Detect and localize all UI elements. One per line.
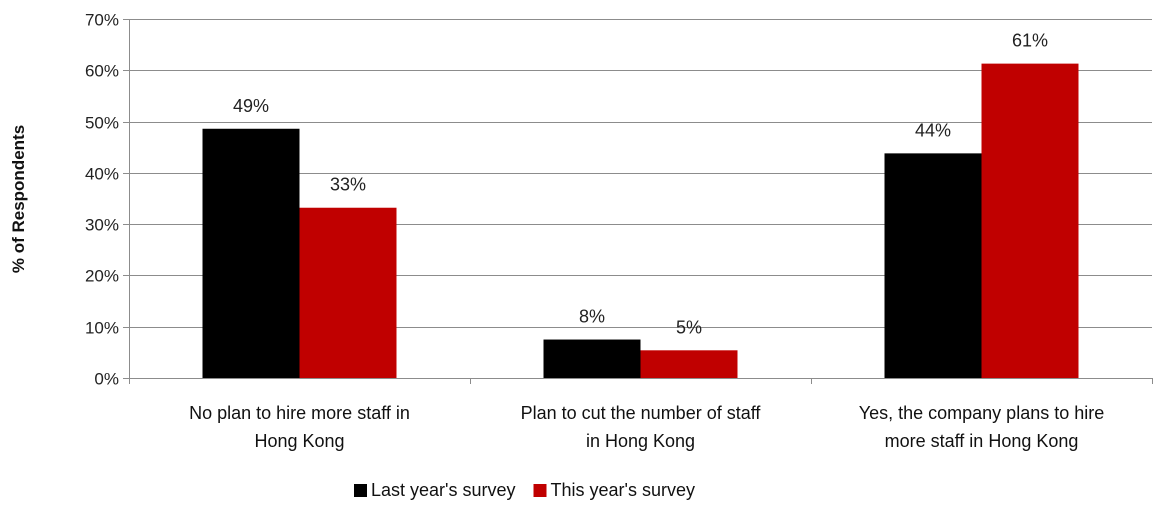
y-tick-label: 30% (85, 216, 119, 235)
data-label: 49% (233, 96, 269, 116)
bar (543, 339, 641, 378)
data-label: 44% (915, 120, 951, 140)
y-tick-label: 10% (85, 319, 119, 338)
axes: 0% 10% 20% 30% 40% 50% 60% 70% No plan to hire m… (85, 11, 1153, 451)
y-axis-title: % of Respondents (9, 125, 28, 273)
y-tick-label: 50% (85, 114, 119, 133)
legend-label: Last year's survey (371, 480, 516, 500)
legend-swatch (354, 484, 367, 497)
bar (981, 63, 1079, 379)
legend-label: This year's survey (551, 480, 695, 500)
bar (884, 153, 982, 378)
y-tick-label: 20% (85, 267, 119, 286)
y-tick-label: 70% (85, 11, 119, 30)
y-tick-label: 60% (85, 62, 119, 81)
data-label: 33% (330, 175, 366, 195)
x-tick-label: in Hong Kong (586, 431, 695, 451)
x-tick-label: more staff in Hong Kong (885, 431, 1079, 451)
bar (640, 350, 738, 378)
x-tick-label: Plan to cut the number of staff (521, 403, 762, 423)
data-label: 8% (579, 307, 605, 327)
y-tick-label: 40% (85, 165, 119, 184)
data-label: 61% (1012, 31, 1048, 51)
bar (299, 207, 397, 378)
y-tick-label: 0% (94, 370, 119, 389)
legend-swatch (533, 484, 547, 497)
bars: 49% 33% 8% 5% 44% 61% (202, 31, 1079, 379)
x-tick-label: Hong Kong (254, 431, 344, 451)
x-tick-label: No plan to hire more staff in (189, 403, 410, 423)
x-tick-label: Yes, the company plans to hire (859, 403, 1105, 423)
bar (202, 128, 300, 378)
data-label: 5% (676, 317, 702, 337)
legend: Last year's survey This year's survey (354, 480, 695, 500)
